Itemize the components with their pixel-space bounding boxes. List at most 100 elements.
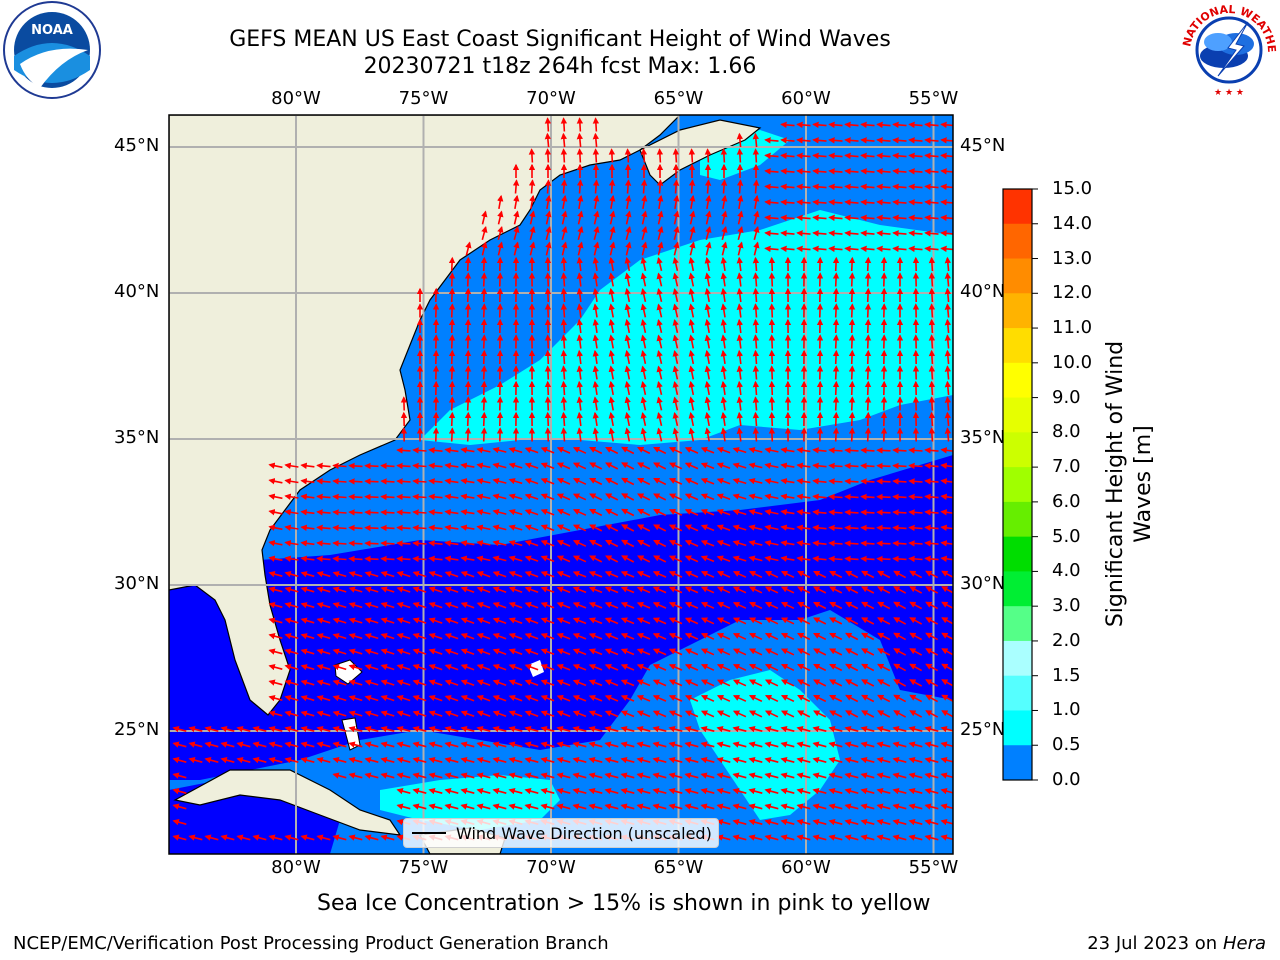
wave-direction-arrow (780, 121, 795, 129)
wave-direction-arrow (752, 132, 760, 148)
wave-direction-arrow (544, 179, 552, 194)
wave-direction-arrow (480, 303, 488, 318)
wave-direction-arrow (752, 411, 760, 427)
wave-direction-arrow (625, 210, 632, 225)
wave-direction-arrow (608, 148, 616, 163)
wave-direction-arrow (737, 194, 744, 210)
wave-direction-arrow (545, 225, 552, 241)
wave-direction-arrow (348, 602, 363, 609)
wave-direction-arrow (316, 524, 331, 532)
wave-direction-arrow (428, 586, 443, 593)
wave-direction-arrow (829, 601, 843, 610)
wave-direction-arrow (608, 380, 615, 396)
wave-direction-arrow (624, 411, 631, 427)
wave-direction-arrow (848, 287, 856, 303)
wind-wave-arrows (172, 117, 953, 841)
wave-direction-arrow (848, 411, 856, 427)
wave-direction-arrow (720, 179, 728, 194)
wave-direction-arrow (876, 168, 891, 175)
wave-direction-arrow (780, 245, 795, 253)
wave-direction-arrow (460, 571, 475, 578)
wave-direction-arrow (508, 540, 523, 547)
wave-direction-arrow (860, 245, 875, 253)
colorbar-tick-label: 14.0 (1052, 212, 1093, 234)
wave-direction-arrow (637, 524, 651, 532)
wave-direction-arrow (589, 477, 603, 486)
wave-direction-arrow (513, 225, 520, 241)
wave-direction-arrow (924, 509, 939, 516)
wave-direction-arrow (892, 214, 907, 222)
wave-direction-arrow (268, 555, 283, 562)
wave-direction-arrow (860, 509, 875, 516)
wave-direction-arrow (796, 245, 811, 253)
wave-direction-arrow (653, 446, 667, 455)
wave-direction-arrow (576, 256, 584, 272)
wave-direction-arrow (768, 427, 776, 442)
wave-direction-arrow (572, 493, 587, 501)
wave-direction-arrow (412, 540, 427, 547)
wave-direction-arrow (796, 168, 811, 175)
wave-direction-arrow (780, 183, 795, 191)
lat-label-right: 40°N (960, 281, 1006, 302)
wave-direction-arrow (412, 586, 427, 593)
wave-direction-arrow (652, 570, 667, 578)
wave-direction-arrow (348, 462, 363, 470)
wave-direction-arrow (928, 334, 936, 349)
wave-direction-arrow (653, 493, 667, 501)
wave-direction-arrow (928, 318, 936, 334)
wave-direction-arrow (780, 586, 795, 594)
wave-direction-arrow (560, 380, 568, 396)
wave-direction-arrow (544, 396, 552, 411)
wave-direction-arrow (556, 617, 571, 625)
lon-label-top: 70°W (526, 88, 576, 109)
wave-direction-arrow (860, 447, 875, 454)
wave-direction-arrow (545, 210, 552, 225)
wave-direction-arrow (380, 540, 395, 547)
lon-label-top: 55°W (908, 88, 959, 109)
wave-direction-arrow (592, 318, 599, 334)
colorbar-tick-label: 12.0 (1052, 282, 1093, 304)
wave-direction-arrow (348, 617, 363, 624)
wave-direction-arrow (460, 586, 475, 593)
wave-direction-arrow (753, 225, 760, 241)
wave-direction-arrow (316, 586, 331, 593)
wave-direction-arrow (332, 586, 347, 593)
wave-direction-arrow (700, 571, 715, 578)
wave-direction-arrow (348, 493, 363, 501)
wave-direction-arrow (608, 396, 615, 411)
wave-direction-arrow (428, 555, 443, 563)
wave-direction-arrow (656, 349, 663, 364)
wave-direction-arrow (736, 132, 744, 148)
wave-direction-arrow (944, 427, 952, 442)
lat-label-left: 25°N (114, 719, 160, 740)
wave-direction-arrow (892, 245, 907, 253)
wave-direction-arrow (688, 303, 695, 318)
wave-direction-arrow (892, 462, 907, 470)
wave-direction-arrow (268, 586, 283, 593)
wave-direction-arrow (624, 272, 631, 287)
wave-direction-arrow (396, 540, 411, 547)
wave-direction-arrow (796, 509, 811, 516)
wave-direction-arrow (844, 168, 859, 175)
wave-direction-arrow (892, 555, 907, 563)
wave-direction-arrow (624, 287, 631, 303)
wave-direction-arrow (492, 478, 507, 485)
wave-direction-arrow (832, 272, 840, 287)
footer-right: 23 Jul 2023 on Hera (1087, 933, 1266, 954)
wave-direction-arrow (944, 287, 952, 303)
wave-direction-arrow (689, 241, 696, 256)
wave-direction-arrow (737, 225, 744, 241)
wave-direction-arrow (716, 462, 731, 469)
wave-direction-arrow (876, 462, 891, 470)
wave-direction-arrow (300, 462, 315, 470)
wave-direction-arrow (924, 478, 939, 485)
wave-direction-arrow (689, 210, 696, 225)
wave-direction-arrow (860, 121, 875, 129)
wave-direction-arrow (748, 586, 763, 594)
wave-direction-arrow (832, 365, 840, 380)
wave-direction-arrow (832, 287, 840, 303)
wave-direction-arrow (480, 380, 488, 396)
lat-label-left: 30°N (114, 573, 160, 594)
wave-direction-arrow (780, 524, 795, 531)
wave-direction-arrow (529, 194, 536, 210)
